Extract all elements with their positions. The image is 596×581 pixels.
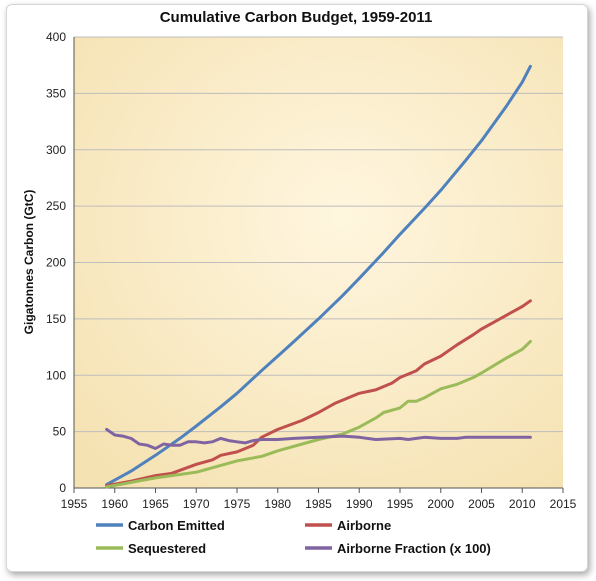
x-tick-label: 1970 xyxy=(183,497,210,511)
y-tick-label: 100 xyxy=(46,368,66,382)
series-line-4 xyxy=(105,427,532,450)
x-tick-label: 2010 xyxy=(509,497,536,511)
legend: Carbon Emitted Airborne Sequestered Airborn… xyxy=(96,518,491,556)
x-tick-label: 2005 xyxy=(468,497,495,511)
y-tick-label: 250 xyxy=(46,199,66,213)
x-tick-label: 1955 xyxy=(61,497,88,511)
y-tick-label: 0 xyxy=(59,481,66,495)
plot-area: 0 50 100 150 200 250 300 350 400 1955 1960 1965 1970… xyxy=(46,30,577,511)
x-tick-label: 1975 xyxy=(224,497,251,511)
x-tick-label: 2000 xyxy=(427,497,454,511)
series-line-1 xyxy=(105,64,532,487)
legend-label-2: Airborne xyxy=(337,518,391,533)
legend-label-4: Airborne Fraction (x 100) xyxy=(337,541,491,556)
y-tick-label: 200 xyxy=(46,256,66,270)
y-tick-label: 350 xyxy=(46,86,66,100)
y-axis-label: Gigatonnes Carbon (GtC) xyxy=(22,190,36,335)
chart-title: Cumulative Carbon Budget, 1959-2011 xyxy=(160,9,433,26)
y-tick-label: 300 xyxy=(46,143,66,157)
x-tick-label: 1985 xyxy=(305,497,332,511)
legend-label-3: Sequestered xyxy=(128,541,206,556)
series-line-3 xyxy=(105,339,532,489)
x-tick-label: 1965 xyxy=(142,497,169,511)
x-tick-label: 2015 xyxy=(550,497,577,511)
y-tick-label: 150 xyxy=(46,312,66,326)
y-tick-label: 50 xyxy=(53,425,67,439)
legend-label-1: Carbon Emitted xyxy=(128,518,225,533)
x-tick-label: 1980 xyxy=(264,497,291,511)
x-tick-label: 1990 xyxy=(346,497,373,511)
y-tick-label: 400 xyxy=(46,30,66,44)
x-tick-label: 1960 xyxy=(101,497,128,511)
series-line-2 xyxy=(105,299,532,488)
x-tick-label: 1995 xyxy=(387,497,414,511)
